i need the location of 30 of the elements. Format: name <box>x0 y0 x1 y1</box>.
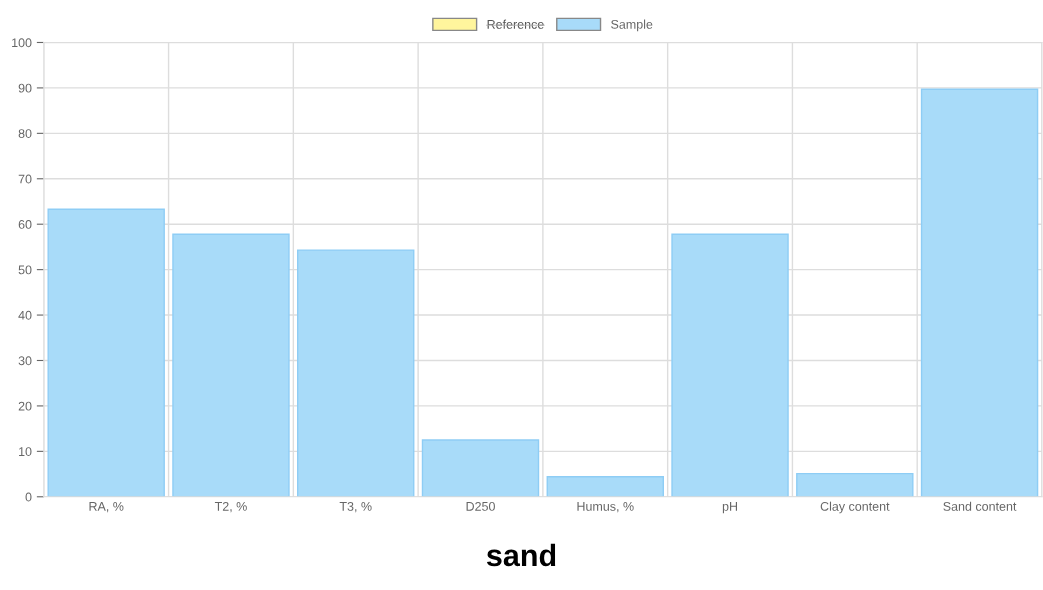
bar <box>297 249 415 497</box>
x-tick-label: Clay content <box>820 501 890 514</box>
y-tick-label: 10 <box>19 447 32 456</box>
y-tick-label: 90 <box>18 83 32 93</box>
bar <box>796 472 914 497</box>
legend-label: Sample <box>611 19 653 32</box>
x-tick-label: pH <box>722 502 738 514</box>
y-tick-label: 100 <box>12 38 32 48</box>
x-tick-label: Humus, % <box>577 502 634 513</box>
y-tick-label: 60 <box>18 220 32 229</box>
y-tick-label: 20 <box>18 401 32 411</box>
x-tick-label: RA, % <box>89 502 124 513</box>
text: sand <box>486 543 556 567</box>
bar <box>920 88 1039 497</box>
x-tick-label: T3, % <box>339 501 372 513</box>
bar <box>421 439 540 497</box>
bar <box>546 476 664 497</box>
x-tick-label: D250 <box>466 501 495 511</box>
y-tick-label: 40 <box>18 310 32 320</box>
y-tick-label: 50 <box>18 265 32 275</box>
y-tick-label: 70 <box>18 174 32 184</box>
y-tick-label: 80 <box>18 129 32 138</box>
y-tick-label: 0 <box>25 492 32 502</box>
bar <box>172 233 290 497</box>
x-tick-label: T2, % <box>214 501 247 513</box>
x-tick-label: Sand content <box>943 501 1017 511</box>
bar <box>47 208 165 497</box>
bar <box>671 233 789 497</box>
legend-label: Reference <box>487 19 544 29</box>
y-tick-label: 30 <box>18 356 32 366</box>
